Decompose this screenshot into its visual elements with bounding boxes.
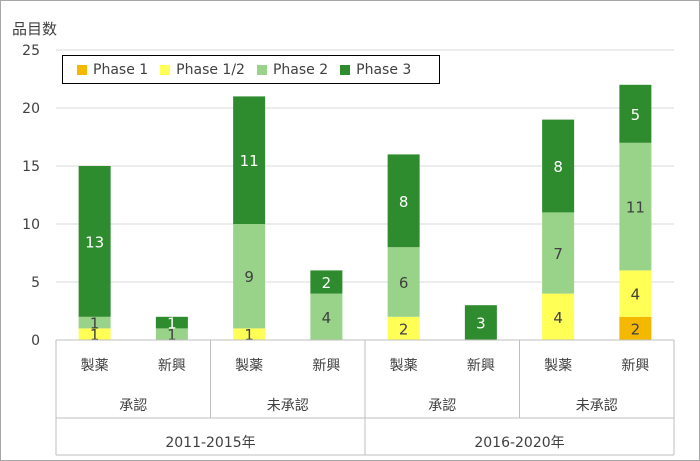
legend-label: Phase 3 (356, 61, 412, 78)
x-subgroup-label: 承認 (119, 398, 147, 414)
bar-segment (78, 166, 111, 317)
y-tick-label: 5 (31, 275, 40, 291)
data-label: 8 (553, 158, 563, 176)
bar-segment (155, 328, 188, 340)
data-label: 6 (399, 274, 409, 292)
bars (78, 84, 652, 340)
bar-segment (619, 270, 652, 317)
y-tick-label: 10 (22, 217, 40, 233)
data-label: 13 (85, 233, 104, 251)
data-label: 2 (631, 320, 641, 338)
bar-segment (619, 142, 652, 271)
bar-segment (310, 293, 343, 340)
bar-segment (542, 293, 575, 340)
y-tick-label: 0 (31, 333, 40, 349)
x-group-label: 2016-2020年 (474, 435, 564, 451)
data-label: 9 (244, 268, 254, 286)
y-tick-label: 20 (22, 101, 40, 117)
bar-segment (387, 154, 420, 248)
bar-segment (310, 270, 343, 294)
data-label: 11 (240, 152, 259, 170)
x-category-label: 製薬 (544, 358, 572, 374)
legend-item: Phase 1/2 (160, 62, 245, 78)
data-label: 1 (167, 326, 177, 344)
legend-swatch (340, 64, 351, 75)
bar-segment (619, 316, 652, 340)
bar-segment (155, 316, 188, 329)
data-label: 2 (399, 320, 409, 338)
data-label: 4 (553, 309, 563, 327)
x-subgroup-label: 未承認 (267, 398, 309, 414)
x-subgroup-label: 承認 (428, 398, 456, 414)
legend-item: Phase 1 (77, 62, 148, 78)
x-category-label: 新興 (467, 358, 495, 374)
legend-item: Phase 2 (256, 61, 329, 78)
x-category-label: 製薬 (235, 358, 263, 374)
bar-segment (78, 316, 111, 329)
bar-segment (619, 84, 652, 143)
x-category-label: 製薬 (81, 358, 109, 374)
bar-segment (233, 96, 266, 224)
bar-segment (387, 316, 420, 340)
y-tick-label: 15 (22, 159, 40, 175)
y-tick-label: 25 (22, 43, 40, 59)
bar-segment (542, 119, 575, 213)
data-label: 3 (476, 315, 486, 333)
x-category-label: 新興 (621, 358, 649, 374)
x-subgroup-label: 未承認 (576, 398, 618, 414)
y-axis-title: 品目数 (12, 20, 58, 38)
data-label: 11 (626, 199, 645, 217)
bar-segment (464, 305, 497, 340)
data-label: 5 (631, 106, 641, 124)
legend-swatch (77, 64, 87, 75)
bar-segment (233, 328, 266, 340)
bar-segment (233, 224, 266, 329)
x-group-label: 2011-2015年 (165, 435, 255, 451)
bar-segment (78, 328, 111, 340)
legend: Phase 1 Phase 1/2 Phase 2 Phase 3 (62, 55, 440, 84)
data-label: 1 (90, 315, 100, 333)
data-label: 2 (322, 274, 332, 292)
data-label: 4 (631, 286, 641, 304)
data-label: 1 (244, 326, 254, 344)
legend-label: Phase 2 (272, 61, 329, 78)
legend-swatch (256, 64, 267, 75)
data-label: 7 (553, 245, 563, 263)
x-category-label: 新興 (158, 358, 186, 374)
legend-swatch (160, 64, 171, 75)
data-label: 8 (399, 193, 409, 211)
x-category-label: 製薬 (390, 358, 418, 374)
legend-label: Phase 1/2 (176, 61, 245, 78)
data-label: 1 (167, 315, 177, 333)
bar-segment (542, 212, 575, 294)
data-label: 4 (322, 309, 332, 327)
x-category-label: 新興 (312, 358, 340, 374)
legend-label: Phase 1 (93, 61, 149, 78)
gridlines (56, 49, 674, 283)
bar-segment (387, 247, 420, 317)
legend-item: Phase 3 (340, 62, 411, 78)
data-label: 1 (90, 326, 100, 344)
